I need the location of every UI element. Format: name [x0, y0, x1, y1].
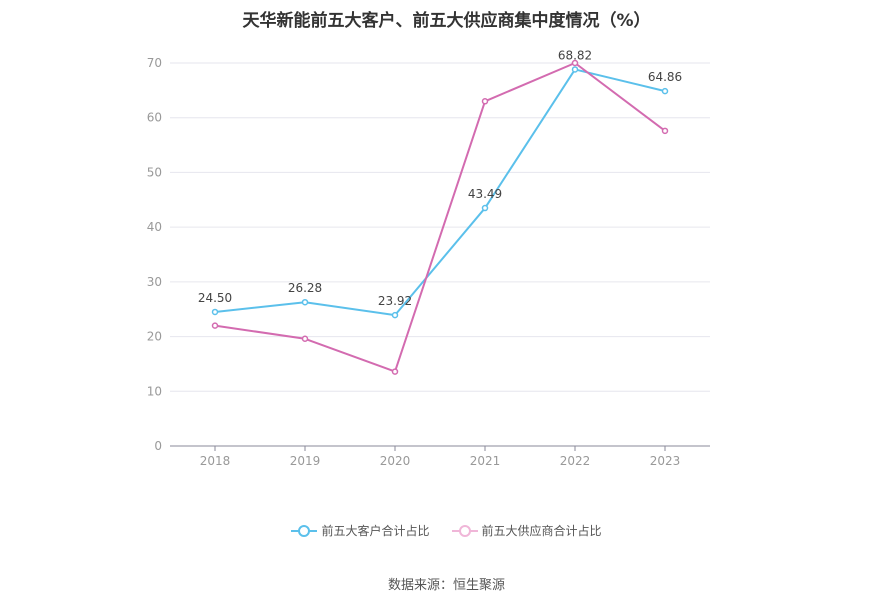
legend-item-customers[interactable]: 前五大客户合计占比 — [291, 522, 430, 539]
legend-label-customers: 前五大客户合计占比 — [321, 524, 430, 538]
series-0-point-0 — [211, 308, 219, 316]
series-0-point-2 — [391, 311, 399, 319]
line-chart: 0 10 20 30 40 50 60 70 2018 2019 2020 2021 2022 2023 2… — [147, 48, 710, 468]
series-0-point-3 — [481, 204, 489, 212]
series-1-point-0 — [211, 322, 219, 329]
x-tick-label-2: 2020 — [380, 454, 411, 468]
series-0-data-label-5: 64.86 — [648, 70, 682, 84]
y-tick-label-7: 70 — [147, 56, 162, 70]
y-tick-label-4: 40 — [147, 220, 162, 234]
series-1-point-5 — [661, 127, 669, 135]
series-1-point-4 — [571, 59, 579, 67]
y-tick-label-6: 60 — [147, 111, 162, 125]
series-line-1 — [214, 62, 666, 373]
x-tick-label-4: 2022 — [560, 454, 591, 468]
series-0-data-label-3: 43.49 — [468, 187, 502, 201]
x-tick-label-5: 2023 — [650, 454, 681, 468]
series-1-point-2 — [391, 368, 399, 375]
x-tick-label-3: 2021 — [470, 454, 501, 468]
series-0-data-label-1: 26.28 — [288, 281, 322, 295]
y-tick-label-2: 20 — [147, 330, 162, 344]
legend: 前五大客户合计占比 前五大供应商合计占比 — [0, 522, 893, 539]
series-line-0 — [214, 68, 666, 317]
y-tick-label-5: 50 — [147, 165, 162, 179]
legend-label-suppliers: 前五大供应商合计占比 — [481, 524, 602, 538]
series-0-point-1 — [301, 298, 309, 306]
series-0-data-label-2: 23.92 — [378, 294, 412, 308]
chart-title: 天华新能前五大客户、前五大供应商集中度情况（%） — [242, 11, 651, 31]
legend-item-suppliers[interactable]: 前五大供应商合计占比 — [451, 522, 602, 539]
y-tick-label-1: 10 — [147, 384, 162, 398]
legend-swatch-customers — [291, 524, 318, 537]
series-1-point-1 — [301, 335, 309, 343]
x-tick-label-0: 2018 — [200, 454, 231, 468]
series-0-point-4 — [571, 66, 579, 73]
series-1-point-3 — [481, 98, 489, 105]
series-0-data-label-4: 68.82 — [558, 48, 592, 62]
y-tick-label-3: 30 — [147, 275, 162, 289]
series-0-point-5 — [661, 87, 669, 95]
series-0-data-label-0: 24.50 — [198, 291, 232, 305]
x-tick-label-1: 2019 — [290, 454, 321, 468]
data-source: 数据来源：恒生聚源 — [387, 578, 505, 593]
y-tick-label-0: 0 — [154, 439, 162, 453]
legend-swatch-suppliers — [451, 524, 478, 537]
